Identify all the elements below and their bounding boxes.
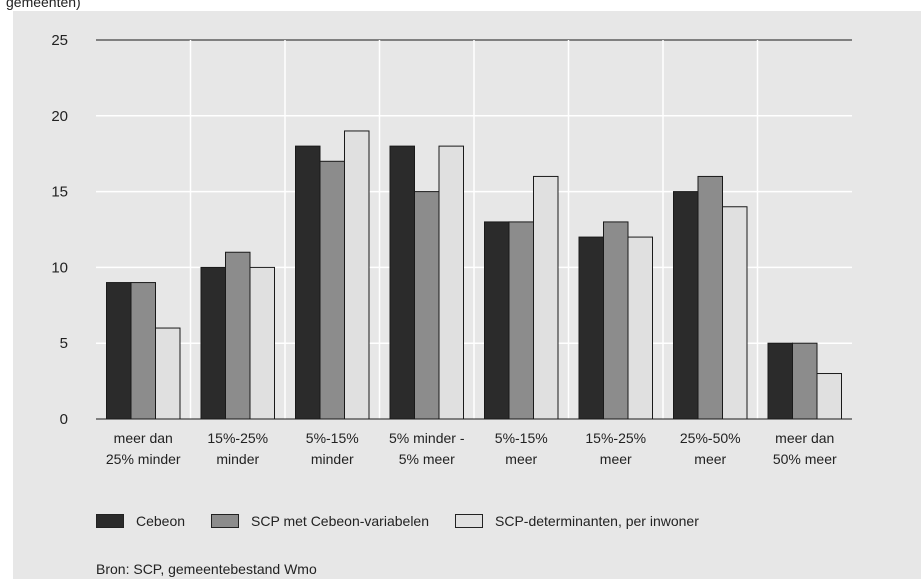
legend-label-cebeon: Cebeon bbox=[136, 513, 186, 529]
bar bbox=[130, 282, 156, 420]
bar bbox=[533, 175, 559, 420]
legend-label-scp-determinanten: SCP-determinanten, per inwoner bbox=[495, 513, 699, 529]
bar bbox=[792, 342, 818, 420]
y-tick-label: 10 bbox=[51, 259, 68, 276]
x-tick-label: meer dan 50% meer bbox=[773, 430, 837, 467]
bar bbox=[816, 373, 842, 420]
x-tick-label: 25%-50% meer bbox=[680, 430, 741, 467]
bar bbox=[200, 266, 226, 420]
chart-panel: 0 5 10 15 20 25 meer dan 25% minder 15%-25% minde… bbox=[13, 11, 921, 579]
bar bbox=[697, 175, 723, 420]
x-tick-label: 5%-15% meer bbox=[495, 430, 548, 467]
caption-fragment: gemeenten) bbox=[6, 0, 81, 10]
bar bbox=[225, 251, 251, 420]
legend-item-scp-determinanten: SCP-determinanten, per inwoner bbox=[455, 513, 699, 529]
bar bbox=[722, 206, 748, 420]
y-tick-label: 0 bbox=[60, 411, 68, 428]
legend: Cebeon SCP met Cebeon-variabelen SCP-det… bbox=[96, 513, 725, 529]
bar bbox=[389, 145, 415, 420]
x-tick-label: meer dan 25% minder bbox=[106, 430, 181, 467]
bar bbox=[627, 236, 653, 420]
bar bbox=[344, 130, 370, 420]
bar bbox=[155, 327, 181, 420]
legend-item-cebeon: Cebeon bbox=[96, 513, 185, 529]
bar bbox=[673, 191, 699, 420]
bar bbox=[106, 282, 132, 420]
bar bbox=[578, 236, 604, 420]
source-note: Bron: SCP, gemeentebestand Wmo bbox=[96, 561, 317, 577]
x-tick-label: 5% minder -5% meer bbox=[389, 430, 465, 467]
bar bbox=[319, 160, 345, 420]
legend-label-scp-cebeon: SCP met Cebeon-variabelen bbox=[251, 513, 429, 529]
legend-swatch-scp-determinanten bbox=[455, 514, 483, 528]
y-tick-label: 15 bbox=[51, 184, 68, 201]
bar-chart: 0 5 10 15 20 25 meer dan 25% minder 15%-25% minde… bbox=[51, 32, 852, 467]
bar bbox=[414, 191, 440, 420]
legend-swatch-cebeon bbox=[96, 514, 124, 528]
x-tick-label: 15%-25% minder bbox=[207, 430, 268, 467]
bar bbox=[767, 342, 793, 420]
bar bbox=[484, 221, 510, 420]
legend-item-scp-cebeon: SCP met Cebeon-variabelen bbox=[211, 513, 429, 529]
x-tick-label: 5%-15% minder bbox=[306, 430, 359, 467]
x-tick-label: 15%-25% meer bbox=[585, 430, 646, 467]
y-tick-label: 25 bbox=[51, 32, 68, 49]
y-tick-label: 5 bbox=[60, 335, 68, 352]
bar bbox=[249, 266, 275, 420]
bar bbox=[295, 145, 321, 420]
bar bbox=[508, 221, 534, 420]
bar bbox=[438, 145, 464, 420]
bar bbox=[603, 221, 629, 420]
legend-swatch-scp-cebeon bbox=[211, 514, 240, 528]
y-tick-label: 20 bbox=[51, 108, 68, 125]
